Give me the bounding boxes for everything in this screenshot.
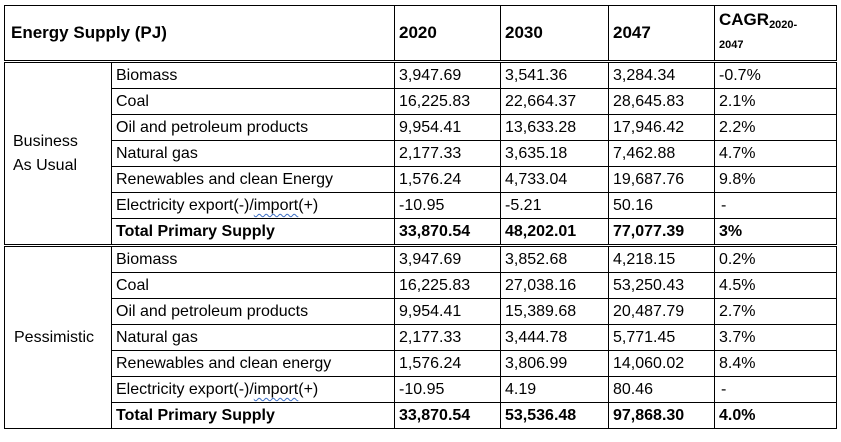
cell-2020: 3,947.69 [394,244,501,273]
cell-2047: 3,284.34 [608,60,715,89]
cell-2030: -5.21 [500,192,609,219]
header-energy-supply-label: Energy Supply (PJ) [4,5,395,62]
cell-2047: 53,250.43 [608,272,715,299]
cell-2030: 48,202.01 [500,218,609,246]
table-row: Natural gas 2,177.33 3,444.78 5,771.45 3… [5,324,837,351]
cell-2030: 3,444.78 [500,324,609,351]
cell-cagr: 0.2% [714,244,837,273]
table-row: Electricity export(-)/import(+) -10.95 4… [5,376,837,403]
cell-2030: 4.19 [500,376,609,403]
cell-cagr: 2.2% [714,114,837,141]
table-header-row: Energy Supply (PJ) 2020 2030 2047 CAGR20… [4,5,837,62]
cell-cagr: 3% [714,218,837,246]
cell-2020: 2,177.33 [394,140,501,167]
cell-2047: 80.46 [608,376,715,403]
row-label: Natural gas [111,324,395,351]
row-label-total: Total Primary Supply [111,218,395,246]
cagr-sub-end: 2047 [719,39,744,51]
cell-2030: 3,852.68 [500,244,609,273]
header-year-2020: 2020 [394,5,501,62]
cell-2047: 5,771.45 [608,324,715,351]
cell-cagr: 4.5% [714,272,837,299]
row-label: Coal [111,88,395,115]
table-row: Natural gas 2,177.33 3,635.18 7,462.88 4… [5,140,837,167]
cell-cagr: - [714,376,837,403]
table-row-total: Total Primary Supply 33,870.54 53,536.48… [5,402,837,429]
row-label: Renewables and clean Energy [111,166,395,193]
row-label: Biomass [111,60,395,89]
cell-cagr: 2.7% [714,298,837,325]
cell-2020: 1,576.24 [394,166,501,193]
cell-2047: 20,487.79 [608,298,715,325]
header-year-2047: 2047 [608,5,715,62]
cell-2047: 28,645.83 [608,88,715,115]
cell-2047: 4,218.15 [608,244,715,273]
cell-cagr: 4.0% [714,402,837,429]
table-row: Oil and petroleum products 9,954.41 13,6… [5,114,837,141]
row-label: Electricity export(-)/import(+) [111,376,395,403]
row-label: Oil and petroleum products [111,298,395,325]
scenario-label-business-as-usual: Business As Usual [4,60,112,246]
cell-2020: -10.95 [394,376,501,403]
cell-2020: 3,947.69 [394,60,501,89]
cagr-heading: CAGR2020- 2047 [719,10,832,52]
cell-cagr: -0.7% [714,60,837,89]
cell-2020: 16,225.83 [394,272,501,299]
cell-2020: 33,870.54 [394,402,501,429]
cell-2020: 16,225.83 [394,88,501,115]
cell-2030: 27,038.16 [500,272,609,299]
cell-2020: 33,870.54 [394,218,501,246]
cell-2047: 14,060.02 [608,350,715,377]
cell-cagr: 4.7% [714,140,837,167]
table-row: Renewables and clean energy 1,576.24 3,8… [5,350,837,377]
table-row: Pessimistic Biomass 3,947.69 3,852.68 4,… [4,244,837,429]
row-label: Renewables and clean energy [111,350,395,377]
row-label: Electricity export(-)/import(+) [111,192,395,219]
cell-cagr: 2.1% [714,88,837,115]
cell-2020: 1,576.24 [394,350,501,377]
header-year-2030: 2030 [500,5,609,62]
row-label-total: Total Primary Supply [111,402,395,429]
row-label: Biomass [111,244,395,273]
scenario-label-pessimistic: Pessimistic [4,244,112,429]
table-row: Renewables and clean Energy 1,576.24 4,7… [5,166,837,193]
energy-supply-table: Energy Supply (PJ) 2020 2030 2047 CAGR20… [4,5,837,429]
cell-2030: 22,664.37 [500,88,609,115]
cell-2030: 3,635.18 [500,140,609,167]
cell-2047: 97,868.30 [608,402,715,429]
cell-2020: 2,177.33 [394,324,501,351]
cell-2047: 50.16 [608,192,715,219]
cell-2020: 9,954.41 [394,298,501,325]
table-row: Coal 16,225.83 22,664.37 28,645.83 2.1% [5,88,837,115]
cell-2030: 15,389.68 [500,298,609,325]
row-label: Oil and petroleum products [111,114,395,141]
cell-2047: 19,687.76 [608,166,715,193]
cell-2030: 13,633.28 [500,114,609,141]
table-row: Electricity export(-)/import(+) -10.95 -… [5,192,837,219]
cell-2047: 7,462.88 [608,140,715,167]
cagr-sub-start: 2020- [769,19,798,31]
table-row-total: Total Primary Supply 33,870.54 48,202.01… [5,218,837,246]
cell-cagr: 8.4% [714,350,837,377]
cell-cagr: - [714,192,837,219]
cell-2020: 9,954.41 [394,114,501,141]
cell-2020: -10.95 [394,192,501,219]
row-label: Coal [111,272,395,299]
table-row: Business As Usual Biomass 3,947.69 3,541.… [4,60,837,246]
table-row: Coal 16,225.83 27,038.16 53,250.43 4.5% [5,272,837,299]
cell-2030: 3,541.36 [500,60,609,89]
cell-cagr: 9.8% [714,166,837,193]
cagr-label: CAGR [719,10,770,29]
cell-2047: 77,077.39 [608,218,715,246]
energy-supply-table-wrapper: Energy Supply (PJ) 2020 2030 2047 CAGR20… [4,5,837,429]
table-row: Oil and petroleum products 9,954.41 15,3… [5,298,837,325]
cell-2030: 3,806.99 [500,350,609,377]
cell-2030: 4,733.04 [500,166,609,193]
cell-2047: 17,946.42 [608,114,715,141]
cell-2030: 53,536.48 [500,402,609,429]
row-label: Natural gas [111,140,395,167]
header-cagr: CAGR2020- 2047 [714,5,837,62]
cell-cagr: 3.7% [714,324,837,351]
